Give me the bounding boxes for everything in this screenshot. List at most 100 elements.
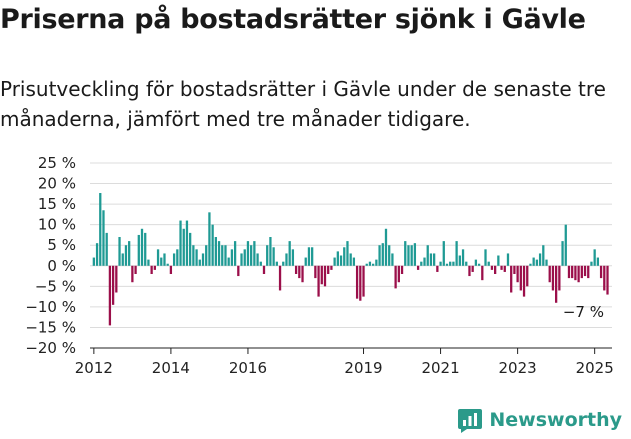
bar (372, 263, 375, 266)
bar (384, 228, 388, 266)
bar (355, 265, 359, 299)
bar (272, 247, 275, 266)
bar (506, 253, 510, 266)
bar (513, 265, 516, 274)
bar (510, 265, 513, 293)
bar (455, 241, 458, 266)
bar (535, 259, 539, 266)
bar (548, 265, 551, 283)
bar (140, 228, 144, 266)
x-tick-label: 2014 (152, 359, 190, 377)
bar (336, 251, 339, 266)
bar (294, 265, 298, 274)
bar (500, 265, 503, 270)
bar (291, 249, 295, 266)
y-tick-label: 25 % (38, 154, 76, 172)
bar (301, 265, 304, 283)
bar (577, 265, 580, 283)
bar (205, 245, 208, 266)
y-tick-label: −5 % (35, 277, 76, 295)
bar (179, 220, 182, 266)
bar (288, 241, 291, 266)
bar (95, 243, 99, 266)
bar (596, 257, 600, 266)
y-tick-label: −20 % (25, 339, 76, 357)
bar (590, 261, 593, 266)
bar (407, 245, 410, 266)
bar (542, 245, 545, 266)
bar (214, 237, 217, 266)
bar (317, 265, 320, 297)
latest-value-annotation: −7 % (563, 303, 604, 321)
bar (208, 212, 211, 266)
bar (92, 257, 95, 266)
y-tick-label: 15 % (38, 195, 76, 213)
bar (359, 265, 362, 301)
bar (436, 265, 439, 272)
bar (516, 265, 519, 283)
bar (327, 265, 330, 274)
bar (182, 228, 185, 266)
bar (458, 255, 461, 266)
bar (211, 224, 214, 266)
bar (105, 232, 108, 266)
bar (115, 265, 118, 293)
y-axis-tick-labels: 25 % 20 % 15 % 10 % 5 % 0 % −5 % −10 % −15 % −20 … (25, 154, 76, 357)
y-tick-label: −10 % (25, 298, 76, 316)
bar (433, 253, 436, 266)
y-tick-label: 0 % (47, 257, 76, 275)
bar (583, 265, 587, 277)
bar (365, 263, 368, 266)
bar (333, 257, 336, 266)
bar (532, 257, 535, 266)
y-tick-label: 5 % (47, 236, 76, 254)
bar (423, 257, 426, 266)
bar (346, 241, 349, 266)
bar (571, 265, 574, 279)
bar (484, 249, 487, 266)
price-change-bar-chart: 25 % 20 % 15 % 10 % 5 % 0 % −5 % −10 % −15 % −20 … (25, 154, 614, 377)
bar (195, 249, 198, 266)
bar (266, 245, 269, 266)
bar (391, 253, 394, 266)
bar (307, 247, 311, 266)
bar (551, 265, 555, 291)
bar (160, 257, 163, 266)
bar (538, 253, 542, 266)
bar (259, 261, 262, 266)
bar (397, 265, 400, 283)
bar (439, 261, 442, 266)
bar (250, 245, 253, 266)
bar (156, 249, 160, 266)
bar (323, 265, 327, 287)
bar (519, 265, 522, 291)
y-tick-label: 20 % (38, 175, 76, 193)
x-tick-label: 2021 (421, 359, 459, 377)
bar (243, 249, 246, 266)
bar (526, 265, 529, 287)
bar (471, 265, 474, 272)
bar (166, 263, 169, 266)
bar (564, 224, 567, 266)
x-axis-ticks (93, 348, 596, 354)
bar (99, 193, 102, 266)
bar (256, 253, 259, 266)
bar (603, 265, 606, 291)
bar (172, 253, 176, 266)
x-tick-label: 2025 (576, 359, 614, 377)
bar (442, 241, 445, 266)
bar (468, 265, 471, 277)
bar (452, 261, 455, 266)
bar (413, 243, 417, 266)
bar (388, 245, 391, 266)
bar (102, 210, 105, 266)
bar (561, 241, 564, 266)
bar (224, 245, 227, 266)
newsworthy-logo-icon (458, 409, 483, 433)
bar (352, 257, 356, 266)
bar (240, 253, 243, 266)
bar (416, 265, 420, 270)
bar (343, 247, 346, 266)
bar (108, 265, 112, 326)
bar (426, 245, 429, 266)
